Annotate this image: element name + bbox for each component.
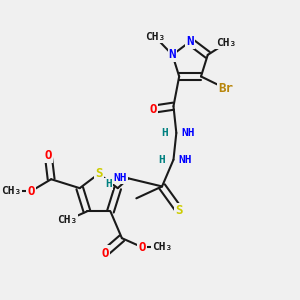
Text: CH₃: CH₃ (145, 32, 165, 42)
Text: N: N (186, 35, 194, 48)
Text: CH₃: CH₃ (57, 215, 77, 225)
Text: N: N (169, 48, 176, 62)
Text: CH₃: CH₃ (1, 186, 21, 196)
Text: H: H (161, 128, 168, 138)
Text: S: S (95, 167, 103, 180)
Text: NH: NH (181, 128, 194, 138)
Text: CH₃: CH₃ (152, 242, 172, 252)
Text: CH₃: CH₃ (216, 38, 236, 48)
Text: H: H (159, 155, 165, 165)
Text: O: O (150, 103, 157, 116)
Text: H: H (105, 179, 112, 189)
Text: O: O (27, 184, 35, 198)
Text: O: O (101, 247, 109, 260)
Text: S: S (176, 204, 183, 217)
Text: O: O (138, 241, 146, 254)
Text: NH: NH (178, 155, 192, 165)
Text: NH: NH (113, 173, 127, 183)
Text: Br: Br (218, 82, 233, 95)
Text: O: O (44, 149, 52, 162)
